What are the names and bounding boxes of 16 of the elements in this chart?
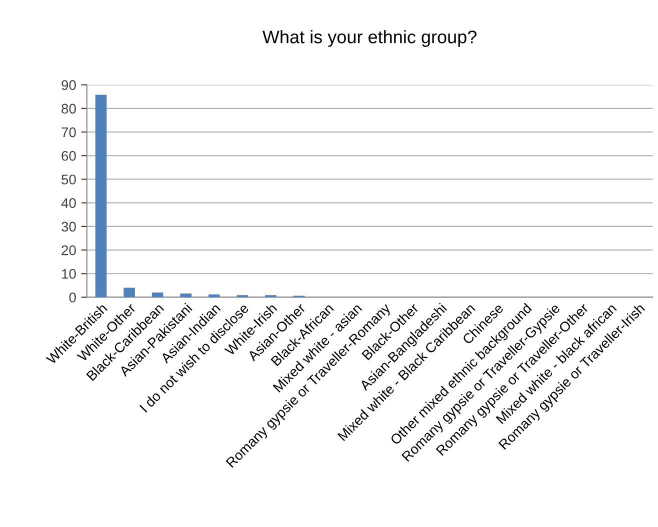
y-tick-label: 40	[61, 198, 76, 208]
y-tick-label: 90	[62, 80, 76, 90]
bar	[208, 294, 220, 298]
y-tick-label: 70	[62, 127, 76, 138]
chart-title: What is your ethnic group?	[262, 30, 477, 47]
y-tick-label: 10	[62, 268, 76, 279]
y-tick-label: 80	[62, 104, 76, 114]
y-tick-label: 50	[62, 174, 76, 184]
bar	[95, 94, 107, 298]
bar	[124, 288, 135, 298]
y-tick-label: 60	[62, 150, 76, 161]
y-tick-label: 30	[62, 222, 76, 232]
y-tick-label: 20	[62, 245, 76, 256]
bar	[152, 292, 164, 298]
y-tick-label: 0	[69, 292, 76, 302]
bar	[180, 293, 192, 298]
